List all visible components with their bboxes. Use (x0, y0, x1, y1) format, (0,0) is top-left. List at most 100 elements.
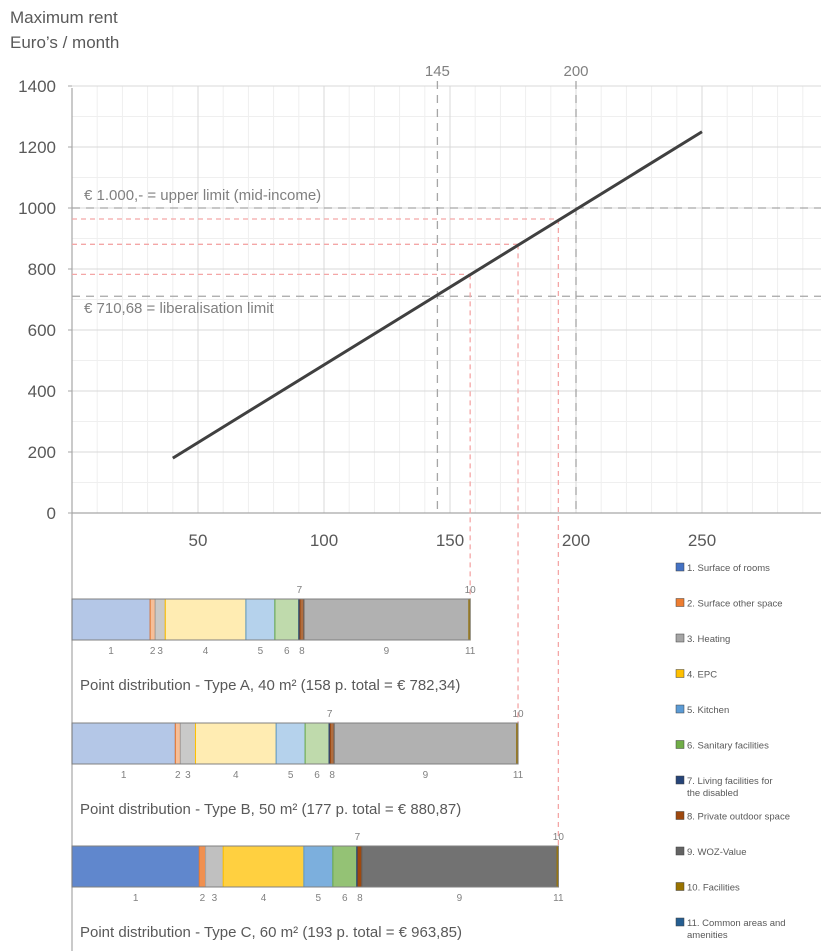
segment-label: 4 (203, 646, 209, 657)
legend-swatch (675, 669, 685, 678)
bar-segment (222, 845, 305, 888)
y-tick-label: 1200 (18, 138, 56, 157)
segment-label: 10 (553, 832, 565, 843)
bar-segment (154, 598, 166, 641)
segment-label: 5 (258, 646, 264, 657)
segment-label: 2 (200, 893, 206, 904)
legend-swatch (675, 775, 685, 785)
series-line (172, 130, 703, 460)
bar-segment (245, 598, 276, 641)
segment-label: 1 (121, 770, 127, 781)
legend-label: 5. Kitchen (687, 705, 729, 716)
segment-label: 1 (133, 893, 139, 904)
reference-label-v: 145 (425, 63, 450, 80)
bar-segment (71, 722, 176, 765)
segment-label: 9 (457, 893, 463, 904)
legend-label: 9. WOZ-Value (687, 847, 746, 858)
segment-label: 1 (108, 646, 114, 657)
bar-segment (71, 598, 151, 641)
segment-label: 8 (357, 893, 363, 904)
segment-label: 6 (284, 646, 290, 657)
legend-swatch (675, 598, 685, 607)
segment-label: 10 (512, 709, 524, 720)
legend-swatch (675, 633, 685, 643)
y-tick-label: 800 (28, 260, 56, 279)
bar-segment (198, 845, 207, 888)
legend-label: 11. Common areas and amenities (687, 918, 786, 941)
bar-segment (333, 722, 518, 765)
reference-label-h: € 1.000,- = upper limit (mid-income) (84, 187, 321, 204)
legend-label: 3. Heating (687, 634, 730, 645)
bar-frame (71, 598, 471, 641)
segment-label: 2 (150, 646, 156, 657)
legend-swatch (675, 811, 685, 820)
legend-swatch (675, 562, 685, 572)
segment-label: 7 (297, 585, 303, 596)
y-tick-label: 1000 (18, 199, 56, 218)
bar-segment (357, 845, 363, 888)
bar-segment (332, 845, 358, 888)
segment-label: 3 (157, 646, 163, 657)
segment-label: 7 (355, 832, 361, 843)
reference-label-v: 200 (563, 63, 588, 80)
segment-label: 2 (175, 770, 181, 781)
segment-label: 4 (233, 770, 239, 781)
bar-caption: Point distribution - Type B, 50 m² (177 … (80, 801, 461, 818)
legend-swatch (675, 882, 685, 891)
bar-segment (149, 598, 156, 641)
y-tick-label: 400 (28, 382, 56, 401)
bar-frame (71, 845, 559, 888)
bar-segment (164, 598, 247, 641)
segment-label: 4 (261, 893, 267, 904)
segment-label: 3 (185, 770, 191, 781)
y-tick-label: 600 (28, 321, 56, 340)
y-axis-title-line2: Euro’s / month (10, 33, 120, 52)
x-tick-label: 100 (310, 531, 338, 550)
segment-label: 9 (423, 770, 429, 781)
segment-label: 8 (299, 646, 305, 657)
bar-segment (71, 845, 200, 888)
x-tick-label: 200 (562, 531, 590, 550)
bar-segment (303, 598, 470, 641)
y-axis-title-line1: Maximum rent (10, 8, 118, 27)
legend-swatch (675, 917, 685, 927)
segment-label: 7 (327, 709, 333, 720)
x-tick-label: 250 (688, 531, 716, 550)
bar-segment (205, 845, 224, 888)
bar-segment (299, 598, 305, 641)
bar-segment (274, 598, 300, 641)
legend-label: 4. EPC (687, 670, 717, 681)
bar-frame (71, 722, 519, 765)
bar-segment (179, 722, 196, 765)
bar-segment (194, 722, 277, 765)
legend-label: 7. Living facilities for the disabled (687, 776, 773, 799)
bar-segment (303, 845, 334, 888)
legend-swatch (675, 740, 685, 749)
legend-swatch (675, 704, 685, 714)
segment-label: 11 (465, 646, 476, 657)
legend-label: 6. Sanitary facilities (687, 741, 769, 752)
legend-label: 8. Private outdoor space (687, 812, 790, 823)
legend-label: 10. Facilities (687, 883, 740, 894)
y-tick-label: 200 (28, 443, 56, 462)
segment-label: 5 (288, 770, 294, 781)
reference-label-h: € 710,68 = liberalisation limit (84, 300, 275, 317)
bar-segment (329, 722, 335, 765)
bar-segment (361, 845, 558, 888)
legend-swatch (675, 846, 685, 856)
segment-label: 10 (465, 585, 477, 596)
x-tick-label: 50 (189, 531, 208, 550)
legend-label: 1. Surface of rooms (687, 563, 770, 574)
segment-label: 8 (329, 770, 335, 781)
bar-caption: Point distribution - Type A, 40 m² (158 … (80, 677, 460, 694)
segment-label: 6 (314, 770, 320, 781)
bar-segment (304, 722, 330, 765)
bar-segment (275, 722, 306, 765)
legend-label: 2. Surface other space (687, 599, 783, 610)
segment-label: 9 (384, 646, 390, 657)
segment-label: 3 (212, 893, 218, 904)
y-tick-label: 1400 (18, 77, 56, 96)
segment-label: 11 (513, 770, 524, 781)
bar-segment (174, 722, 181, 765)
